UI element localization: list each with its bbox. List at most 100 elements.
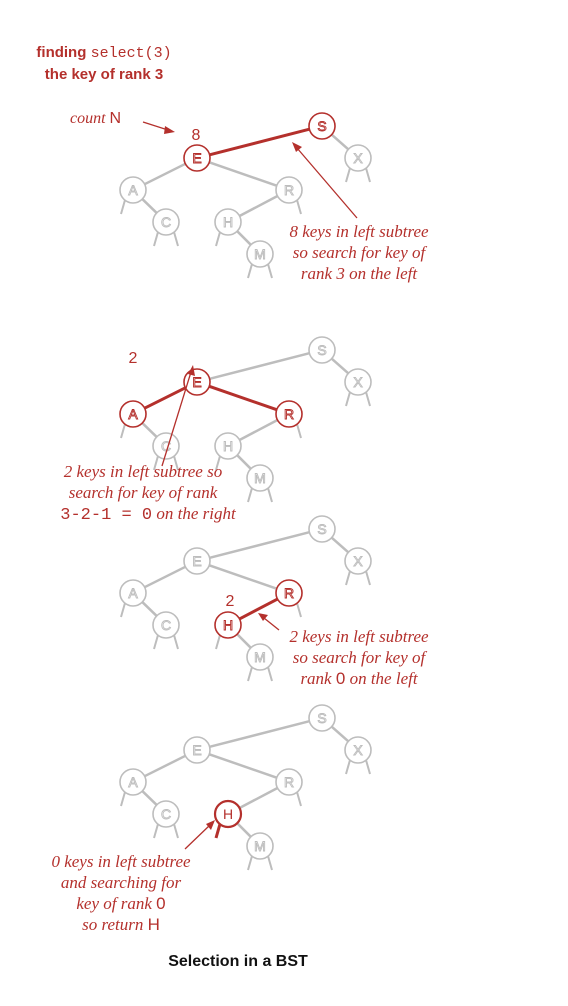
node-S-circle [308, 112, 336, 140]
edge-A-C [141, 422, 158, 438]
null-link-M-right [267, 263, 273, 279]
node-R-circle [275, 768, 303, 796]
panel1-arrow [296, 147, 358, 219]
edge-R-H [238, 786, 279, 810]
header-line2: the key of rank 3 [45, 66, 163, 83]
node-E-key: E [192, 150, 201, 166]
trees-layer: S E X A R C H M S E X A R C H M S E X A R C H M S E X A R C H M [119, 112, 372, 871]
node-H-key: H [223, 214, 233, 230]
panel4-note-1: 0 keys in left subtree [51, 852, 191, 871]
null-link-M-right [267, 855, 273, 871]
node-C-key: C [161, 214, 171, 230]
panel2-note-1: 2 keys in left subtree so [64, 462, 222, 481]
edge-S-E [209, 531, 310, 559]
node-X-key: X [353, 742, 363, 758]
node-A-key: A [128, 774, 138, 790]
panel4-arrowhead [206, 820, 215, 830]
edge-S-X [330, 357, 350, 375]
panel2-arrow [161, 371, 192, 467]
count-var: N [110, 110, 122, 127]
edge-A-C [141, 790, 158, 806]
panel4-arrow [184, 824, 211, 850]
null-link-R-right [296, 199, 302, 215]
node-X-key: X [353, 374, 363, 390]
node-X-key: X [353, 150, 363, 166]
panel2-count: 2 [129, 350, 138, 367]
null-link-X-left [345, 391, 351, 407]
edge-S-E [209, 720, 310, 748]
node-E-key: E [192, 374, 201, 390]
node-A-circle [119, 768, 147, 796]
node-M-key: M [254, 649, 266, 665]
node-E-circle [183, 547, 211, 575]
null-link-X-left [345, 167, 351, 183]
null-link-H-left [215, 231, 221, 247]
node-C-circle [152, 611, 180, 639]
node-X-circle [344, 144, 372, 172]
node-H-circle [214, 611, 242, 639]
null-link-C-right [173, 455, 179, 471]
node-H-key: H [223, 617, 233, 633]
node-M-circle [246, 643, 274, 671]
panel2-note-tail: on the right [156, 504, 237, 523]
null-link-H-left [215, 634, 221, 650]
null-link-C-right [173, 823, 179, 839]
panel4-note-4: so return H [82, 915, 160, 934]
node-X-circle [344, 368, 372, 396]
edge-H-M [236, 230, 252, 246]
panel3-arrow [263, 617, 280, 631]
null-link-X-right [365, 759, 371, 775]
node-H-key: H [223, 438, 233, 454]
null-link-C-left [153, 823, 159, 839]
node-S-key: S [317, 710, 326, 726]
node-S-circle [308, 515, 336, 543]
panel4-note-2: and searching for [61, 873, 182, 892]
panel4-rank-value: 0 [156, 894, 165, 913]
null-link-C-left [153, 634, 159, 650]
node-R-key: R [284, 182, 294, 198]
panel1-note-2: so search for key of [293, 243, 428, 262]
null-link-M-left [247, 487, 253, 503]
node-M-key: M [254, 470, 266, 486]
edge-R-H [238, 597, 279, 621]
null-link-H-left [215, 455, 221, 471]
edge-E-R [208, 161, 278, 187]
edge-H-M [236, 822, 252, 838]
node-X-key: X [353, 553, 363, 569]
node-M-circle [246, 832, 274, 860]
node-R-key: R [284, 406, 294, 422]
node-C-circle [152, 208, 180, 236]
tree-panel-2: S E X A R C H M [119, 336, 372, 503]
edge-S-E [209, 127, 310, 157]
header-code: select(3) [91, 45, 172, 62]
node-A-key: A [128, 182, 138, 198]
header-word: finding [36, 44, 86, 61]
node-H-circle [214, 432, 242, 460]
node-R-circle [275, 176, 303, 204]
node-S-key: S [317, 118, 326, 134]
node-H-key: H [223, 806, 233, 822]
null-link-M-right [267, 666, 273, 682]
null-link-A-left [120, 423, 126, 439]
panel3-note-1: 2 keys in left subtree [289, 627, 429, 646]
node-A-circle [119, 579, 147, 607]
node-R-key: R [284, 774, 294, 790]
node-E-key: E [192, 553, 201, 569]
edge-H-M [236, 454, 252, 470]
count-label: count N [70, 110, 121, 127]
figure-caption: Selection in a BST [168, 953, 308, 970]
node-M-circle [246, 464, 274, 492]
panel3-arrowhead [258, 613, 268, 621]
node-R-circle [275, 400, 303, 428]
panel2-note-3: 3-2-1 = 0 on the right [60, 504, 237, 525]
null-link-M-right [267, 487, 273, 503]
panel1-arrowhead [292, 142, 302, 152]
panel4-note-3: key of rank 0 [76, 894, 165, 913]
tree-panel-3: S E X A R C H M [119, 515, 372, 682]
node-E-key: E [192, 742, 201, 758]
null-link-C-left [153, 231, 159, 247]
null-link-C-right [173, 231, 179, 247]
null-link-H-left [214, 823, 222, 839]
null-link-X-left [345, 570, 351, 586]
